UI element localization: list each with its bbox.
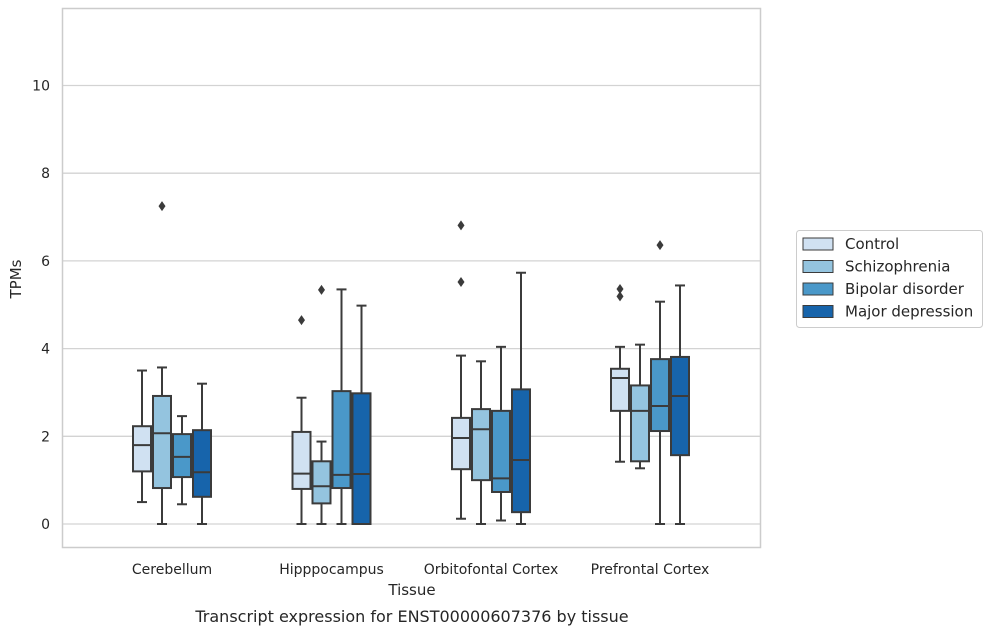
legend-label: Control bbox=[845, 235, 899, 253]
outlier-point bbox=[158, 201, 166, 212]
box-group bbox=[670, 284, 690, 525]
outlier-point bbox=[616, 283, 624, 294]
x-tick-label: Orbitofontal Cortex bbox=[424, 562, 559, 578]
box bbox=[172, 433, 192, 479]
outlier-point bbox=[656, 240, 664, 251]
box bbox=[451, 416, 471, 471]
box bbox=[630, 384, 650, 463]
y-axis-label: TPMs bbox=[7, 259, 25, 299]
legend-label: Schizophrenia bbox=[845, 258, 950, 276]
box-group bbox=[172, 415, 192, 506]
box-group bbox=[650, 240, 670, 525]
box bbox=[291, 430, 312, 490]
box-group bbox=[152, 201, 172, 525]
outlier-point bbox=[457, 220, 465, 231]
y-tick-label: 4 bbox=[41, 342, 50, 358]
plot-frame bbox=[61, 7, 762, 549]
legend-swatch bbox=[802, 305, 834, 318]
box-group bbox=[610, 283, 630, 463]
legend-frame bbox=[796, 230, 983, 328]
legend-label: Bipolar disorder bbox=[845, 280, 965, 298]
box bbox=[311, 460, 332, 505]
legend-swatch bbox=[802, 237, 834, 251]
box-group bbox=[471, 360, 491, 525]
box bbox=[511, 388, 531, 514]
box-group bbox=[132, 369, 152, 504]
x-tick-label: Hipppocampus bbox=[279, 562, 384, 578]
box-group bbox=[192, 382, 212, 525]
legend-swatch bbox=[802, 260, 834, 273]
box bbox=[351, 392, 372, 525]
legend-items: Control Schizophrenia Bipolar disorder Majo… bbox=[802, 235, 973, 321]
legend-swatch bbox=[802, 282, 834, 296]
y-tick-labels: 0 2 4 6 8 10 bbox=[32, 79, 50, 534]
box bbox=[331, 390, 352, 490]
x-tick-label: Cerebellum bbox=[132, 562, 212, 578]
outlier-point bbox=[298, 315, 305, 326]
outlier-point bbox=[318, 284, 325, 295]
box bbox=[650, 358, 670, 433]
y-tick-label: 6 bbox=[41, 254, 50, 270]
outlier-point bbox=[457, 276, 465, 287]
box bbox=[610, 367, 630, 412]
outlier-point bbox=[616, 291, 624, 302]
box-group bbox=[491, 345, 511, 522]
x-tick-label: Prefrontal Cortex bbox=[591, 562, 710, 578]
box bbox=[670, 355, 690, 457]
legend: Control Schizophrenia Bipolar disorder Majo… bbox=[796, 230, 983, 328]
chart-caption: Transcript expression for ENST0000060737… bbox=[194, 607, 628, 626]
box-group bbox=[451, 220, 471, 520]
box bbox=[491, 409, 511, 493]
box bbox=[192, 429, 212, 498]
box-group bbox=[351, 304, 372, 525]
box-group bbox=[511, 271, 531, 525]
box bbox=[152, 394, 172, 490]
y-tick-label: 2 bbox=[41, 429, 50, 445]
y-tick-label: 10 bbox=[32, 79, 50, 95]
y-tick-label: 8 bbox=[41, 166, 50, 182]
box bbox=[132, 425, 152, 473]
box bbox=[471, 408, 491, 482]
x-tick-labels: Cerebellum Hipppocampus Orbitofontal Corte… bbox=[132, 562, 709, 578]
legend-label: Major depression bbox=[845, 303, 973, 321]
y-tick-label: 0 bbox=[41, 517, 50, 533]
box-group bbox=[291, 315, 312, 525]
box-group bbox=[630, 343, 650, 470]
box-layer bbox=[132, 201, 690, 525]
box-group bbox=[311, 284, 332, 525]
x-axis-label: Tissue bbox=[387, 581, 435, 599]
box-group bbox=[331, 288, 352, 525]
